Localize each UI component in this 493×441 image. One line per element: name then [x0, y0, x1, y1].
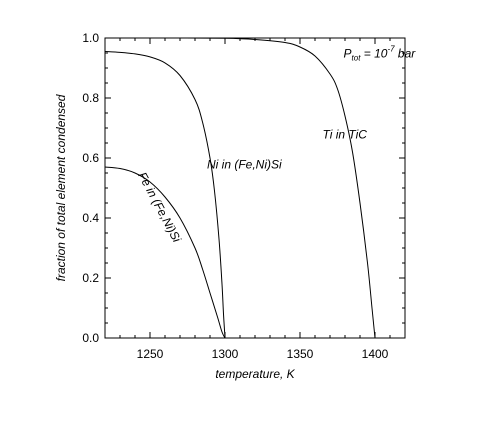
pressure-equals: = 10 [360, 47, 387, 61]
y-tick-label: 1.0 [82, 31, 99, 45]
pressure-prefix: P [344, 47, 352, 61]
annotation-ti: Ti in TiC [323, 128, 368, 142]
x-tick-label: 1300 [212, 347, 239, 361]
y-tick-label: 0.6 [82, 151, 99, 165]
annotation-pressure: Ptot = 10-7 bar [344, 45, 417, 63]
series-layer [104, 37, 376, 339]
x-tick-label: 1400 [362, 347, 389, 361]
pressure-unit: bar [395, 47, 417, 61]
y-tick-label: 0.0 [82, 331, 99, 345]
y-tick-label: 0.8 [82, 91, 99, 105]
pressure-exponent: -7 [387, 45, 395, 54]
series-line-1 [104, 51, 226, 339]
annotation-ni: Ni in (Fe,Ni)Si [207, 158, 282, 172]
x-tick-label: 1350 [287, 347, 314, 361]
x-axis-label: temperature, K [215, 367, 295, 381]
y-tick-label: 0.2 [82, 271, 99, 285]
labels-layer: temperature, K fraction of total element… [54, 45, 416, 382]
annotation-fe: Fe in (Fe,Ni)Si [135, 170, 184, 245]
series-line-0 [104, 166, 226, 339]
y-axis-label: fraction of total element condensed [54, 94, 68, 281]
x-tick-label: 1250 [137, 347, 164, 361]
series-line-2 [104, 37, 376, 339]
pressure-subscript: tot [352, 54, 362, 63]
ticks-layer: 1250 1300 1350 1400 0.0 0.2 0.4 0.6 0.8 1.0 [82, 31, 406, 361]
y-tick-label: 0.4 [82, 211, 99, 225]
